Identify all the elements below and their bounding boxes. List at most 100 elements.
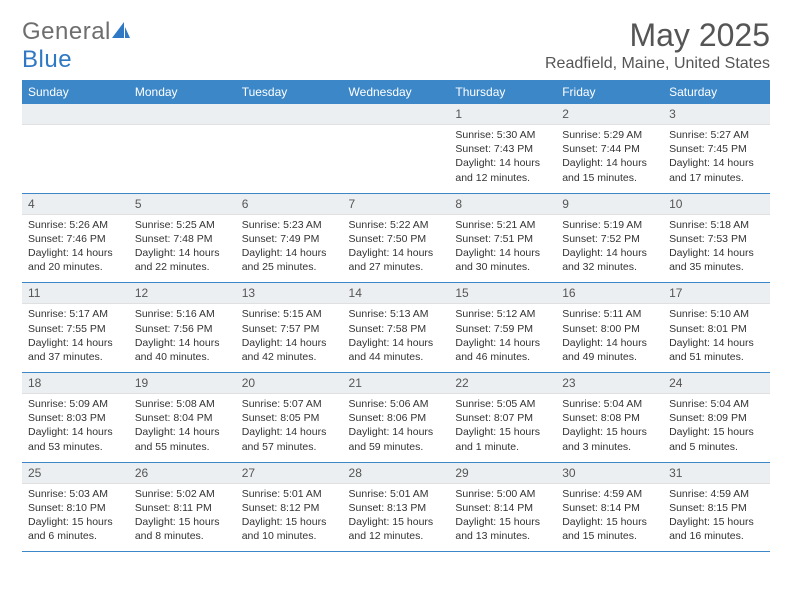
dow-monday: Monday xyxy=(129,80,236,104)
day-detail: Sunrise: 5:18 AMSunset: 7:53 PMDaylight:… xyxy=(663,214,770,283)
day-number: 6 xyxy=(236,194,343,215)
day-number: 5 xyxy=(129,194,236,215)
sunrise-text: Sunrise: 5:03 AM xyxy=(28,487,123,501)
day-number: 23 xyxy=(556,373,663,394)
daynum-row: 11121314151617 xyxy=(22,283,770,304)
title-block: May 2025 Readfield, Maine, United States xyxy=(545,18,770,73)
day-of-week-row: Sunday Monday Tuesday Wednesday Thursday… xyxy=(22,80,770,104)
daylight-text: Daylight: 14 hours and 49 minutes. xyxy=(562,336,657,364)
sunset-text: Sunset: 8:14 PM xyxy=(455,501,550,515)
daylight-text: Daylight: 15 hours and 6 minutes. xyxy=(28,515,123,543)
detail-row: Sunrise: 5:09 AMSunset: 8:03 PMDaylight:… xyxy=(22,394,770,463)
day-detail: Sunrise: 5:00 AMSunset: 8:14 PMDaylight:… xyxy=(449,483,556,552)
day-detail: Sunrise: 5:16 AMSunset: 7:56 PMDaylight:… xyxy=(129,304,236,373)
brand-text: General Blue xyxy=(22,18,131,74)
sunset-text: Sunset: 8:10 PM xyxy=(28,501,123,515)
daylight-text: Daylight: 14 hours and 22 minutes. xyxy=(135,246,230,274)
daylight-text: Daylight: 14 hours and 55 minutes. xyxy=(135,425,230,453)
sunset-text: Sunset: 7:44 PM xyxy=(562,142,657,156)
day-detail: Sunrise: 5:15 AMSunset: 7:57 PMDaylight:… xyxy=(236,304,343,373)
sunrise-text: Sunrise: 5:08 AM xyxy=(135,397,230,411)
day-number xyxy=(236,104,343,125)
brand-logo: General Blue xyxy=(22,18,131,74)
sunrise-text: Sunrise: 5:19 AM xyxy=(562,218,657,232)
daylight-text: Daylight: 14 hours and 12 minutes. xyxy=(455,156,550,184)
sunrise-text: Sunrise: 5:07 AM xyxy=(242,397,337,411)
day-detail: Sunrise: 5:25 AMSunset: 7:48 PMDaylight:… xyxy=(129,214,236,283)
sunrise-text: Sunrise: 5:01 AM xyxy=(349,487,444,501)
sunrise-text: Sunrise: 4:59 AM xyxy=(562,487,657,501)
daylight-text: Daylight: 14 hours and 30 minutes. xyxy=(455,246,550,274)
calendar-body: 1 23 Sunrise: 5:30 AMSunset: 7:43 PMDaylig… xyxy=(22,104,770,552)
sunset-text: Sunset: 7:50 PM xyxy=(349,232,444,246)
sunset-text: Sunset: 8:01 PM xyxy=(669,322,764,336)
day-number: 25 xyxy=(22,463,129,484)
daylight-text: Daylight: 15 hours and 10 minutes. xyxy=(242,515,337,543)
sunset-text: Sunset: 7:58 PM xyxy=(349,322,444,336)
dow-sunday: Sunday xyxy=(22,80,129,104)
daylight-text: Daylight: 14 hours and 15 minutes. xyxy=(562,156,657,184)
day-number: 14 xyxy=(343,283,450,304)
daylight-text: Daylight: 14 hours and 51 minutes. xyxy=(669,336,764,364)
sunrise-text: Sunrise: 5:00 AM xyxy=(455,487,550,501)
day-detail: Sunrise: 5:05 AMSunset: 8:07 PMDaylight:… xyxy=(449,394,556,463)
daylight-text: Daylight: 14 hours and 53 minutes. xyxy=(28,425,123,453)
brand-word-2: Blue xyxy=(22,46,72,73)
daynum-row: 18192021222324 xyxy=(22,373,770,394)
sunrise-text: Sunrise: 5:10 AM xyxy=(669,307,764,321)
daylight-text: Daylight: 15 hours and 8 minutes. xyxy=(135,515,230,543)
daylight-text: Daylight: 14 hours and 27 minutes. xyxy=(349,246,444,274)
sunset-text: Sunset: 7:49 PM xyxy=(242,232,337,246)
day-number: 29 xyxy=(449,463,556,484)
sunset-text: Sunset: 8:15 PM xyxy=(669,501,764,515)
sunrise-text: Sunrise: 5:13 AM xyxy=(349,307,444,321)
sunrise-text: Sunrise: 4:59 AM xyxy=(669,487,764,501)
day-detail: Sunrise: 5:04 AMSunset: 8:08 PMDaylight:… xyxy=(556,394,663,463)
day-number xyxy=(129,104,236,125)
day-detail: Sunrise: 5:02 AMSunset: 8:11 PMDaylight:… xyxy=(129,483,236,552)
daylight-text: Daylight: 14 hours and 40 minutes. xyxy=(135,336,230,364)
day-detail: Sunrise: 5:06 AMSunset: 8:06 PMDaylight:… xyxy=(343,394,450,463)
sunrise-text: Sunrise: 5:16 AM xyxy=(135,307,230,321)
daylight-text: Daylight: 14 hours and 32 minutes. xyxy=(562,246,657,274)
daylight-text: Daylight: 14 hours and 20 minutes. xyxy=(28,246,123,274)
sunrise-text: Sunrise: 5:09 AM xyxy=(28,397,123,411)
daylight-text: Daylight: 15 hours and 13 minutes. xyxy=(455,515,550,543)
sunset-text: Sunset: 7:46 PM xyxy=(28,232,123,246)
sunrise-text: Sunrise: 5:12 AM xyxy=(455,307,550,321)
day-detail: Sunrise: 5:13 AMSunset: 7:58 PMDaylight:… xyxy=(343,304,450,373)
sunset-text: Sunset: 8:06 PM xyxy=(349,411,444,425)
day-number: 22 xyxy=(449,373,556,394)
day-detail: Sunrise: 4:59 AMSunset: 8:14 PMDaylight:… xyxy=(556,483,663,552)
calendar-page: General Blue May 2025 Readfield, Maine, … xyxy=(0,0,792,570)
sunrise-text: Sunrise: 5:21 AM xyxy=(455,218,550,232)
day-detail: Sunrise: 5:07 AMSunset: 8:05 PMDaylight:… xyxy=(236,394,343,463)
day-detail: Sunrise: 5:10 AMSunset: 8:01 PMDaylight:… xyxy=(663,304,770,373)
day-detail: Sunrise: 5:26 AMSunset: 7:46 PMDaylight:… xyxy=(22,214,129,283)
day-detail: Sunrise: 5:12 AMSunset: 7:59 PMDaylight:… xyxy=(449,304,556,373)
daylight-text: Daylight: 14 hours and 59 minutes. xyxy=(349,425,444,453)
day-detail: Sunrise: 5:11 AMSunset: 8:00 PMDaylight:… xyxy=(556,304,663,373)
sunrise-text: Sunrise: 5:29 AM xyxy=(562,128,657,142)
day-number: 4 xyxy=(22,194,129,215)
day-number: 16 xyxy=(556,283,663,304)
day-number: 26 xyxy=(129,463,236,484)
day-detail: Sunrise: 5:08 AMSunset: 8:04 PMDaylight:… xyxy=(129,394,236,463)
sunrise-text: Sunrise: 5:26 AM xyxy=(28,218,123,232)
day-detail: Sunrise: 5:23 AMSunset: 7:49 PMDaylight:… xyxy=(236,214,343,283)
day-number: 8 xyxy=(449,194,556,215)
day-number: 9 xyxy=(556,194,663,215)
day-detail xyxy=(343,125,450,194)
daylight-text: Daylight: 15 hours and 3 minutes. xyxy=(562,425,657,453)
day-number: 28 xyxy=(343,463,450,484)
sunrise-text: Sunrise: 5:18 AM xyxy=(669,218,764,232)
sunset-text: Sunset: 7:59 PM xyxy=(455,322,550,336)
day-number: 18 xyxy=(22,373,129,394)
sunset-text: Sunset: 8:07 PM xyxy=(455,411,550,425)
day-detail: Sunrise: 5:01 AMSunset: 8:12 PMDaylight:… xyxy=(236,483,343,552)
day-number: 19 xyxy=(129,373,236,394)
day-number: 1 xyxy=(449,104,556,125)
detail-row: Sunrise: 5:30 AMSunset: 7:43 PMDaylight:… xyxy=(22,125,770,194)
daylight-text: Daylight: 15 hours and 5 minutes. xyxy=(669,425,764,453)
dow-thursday: Thursday xyxy=(449,80,556,104)
